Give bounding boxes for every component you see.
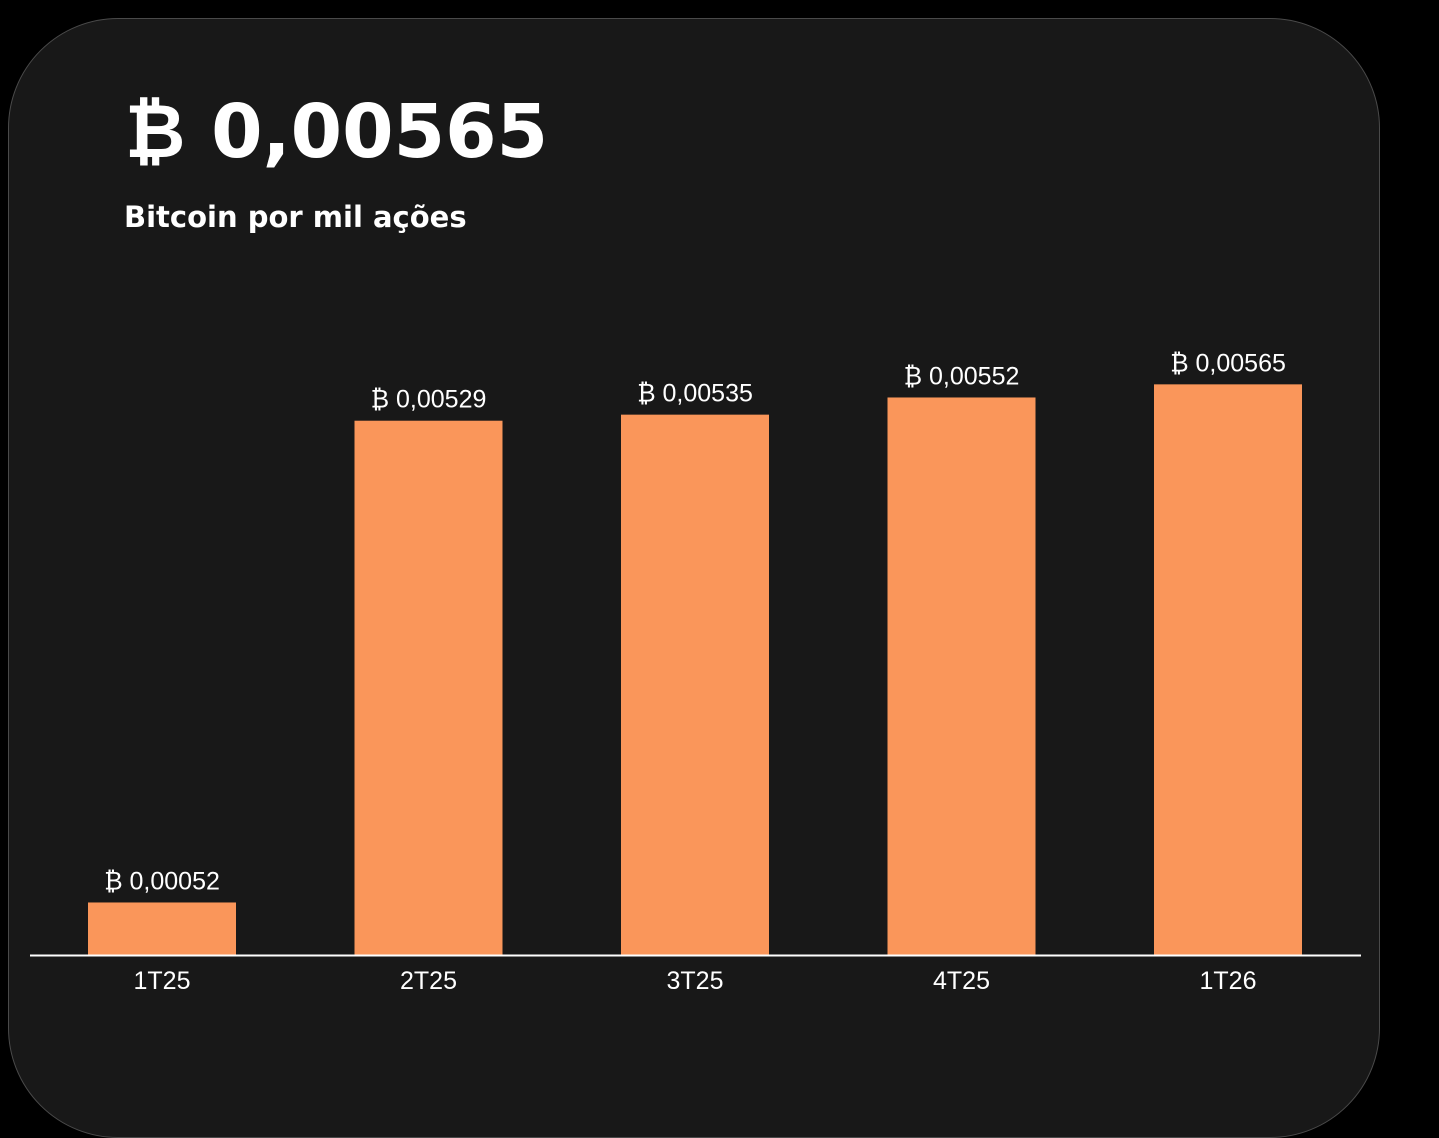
bar-4T25 xyxy=(887,397,1036,956)
x-tick-label-1T25: 1T25 xyxy=(134,967,191,995)
data-label-2T25: ₿ 0,00529 xyxy=(371,386,487,414)
headline-value: ₿ 0,00565 xyxy=(125,89,549,175)
headline-caption: Bitcoin por mil ações xyxy=(124,200,467,234)
x-tick-label-3T25: 3T25 xyxy=(667,967,724,995)
chart-card: ₿ 0,00565 Bitcoin por mil ações ₿ 0,0005… xyxy=(8,18,1380,1138)
bar-1T25 xyxy=(88,902,236,955)
x-tick-label-4T25: 4T25 xyxy=(933,967,990,995)
x-tick-label-2T25: 2T25 xyxy=(400,967,457,995)
x-tick-label-1T26: 1T26 xyxy=(1200,967,1257,995)
bar-1T26 xyxy=(1154,384,1302,956)
data-label-4T25: ₿ 0,00552 xyxy=(904,362,1020,390)
data-label-1T25: ₿ 0,00052 xyxy=(104,867,220,895)
bar-3T25 xyxy=(621,414,769,955)
bar-2T25 xyxy=(354,420,503,956)
data-label-1T26: ₿ 0,00565 xyxy=(1170,349,1286,377)
data-label-3T25: ₿ 0,00535 xyxy=(637,380,753,408)
bar-chart: ₿ 0,00052 1T25 ₿ 0,00529 2T25 ₿ 0,00535 3T25 ₿… xyxy=(30,349,1361,995)
